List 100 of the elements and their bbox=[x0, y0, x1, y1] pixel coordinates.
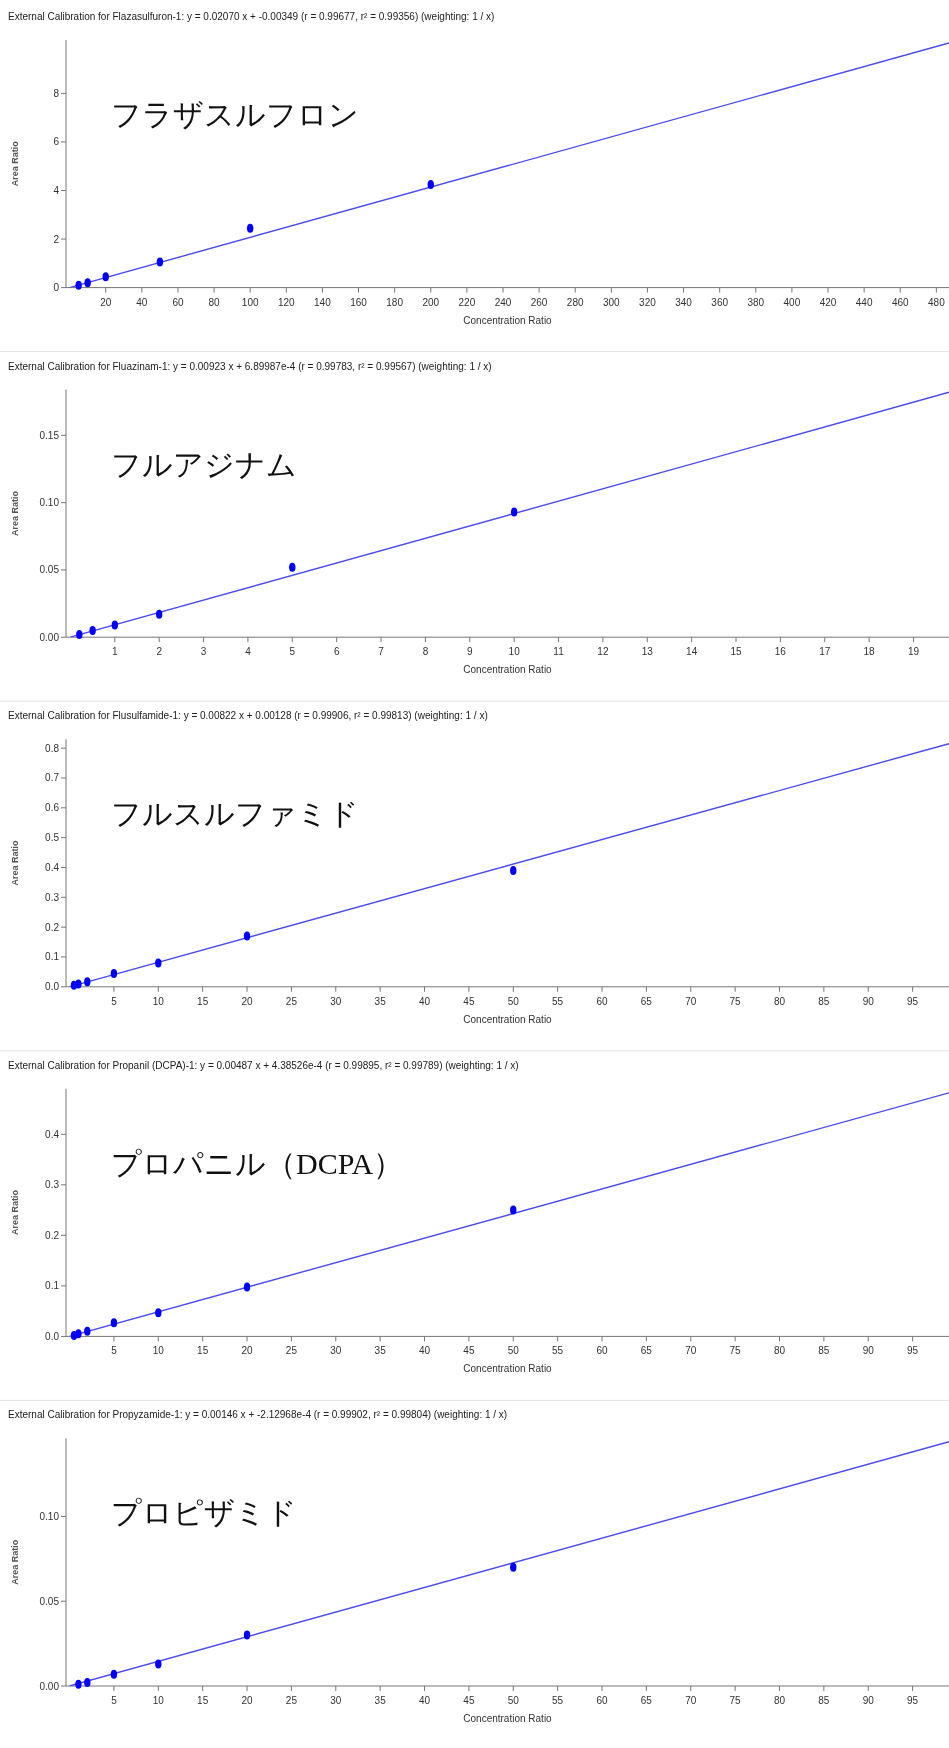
x-tick-label: 20 bbox=[241, 995, 254, 1007]
x-tick-label: 70 bbox=[685, 995, 697, 1007]
point bbox=[510, 1205, 517, 1215]
x-tick-label: 55 bbox=[552, 995, 564, 1007]
point bbox=[155, 1308, 162, 1318]
y-tick-label: 0.10 bbox=[39, 497, 60, 509]
y-axis-title: Area Ratio bbox=[10, 1189, 20, 1236]
x-tick-label: 85 bbox=[818, 995, 830, 1007]
point bbox=[76, 630, 83, 640]
y-tick-label: 0.05 bbox=[39, 1595, 60, 1607]
x-tick-label: 70 bbox=[685, 1695, 697, 1706]
point bbox=[110, 1669, 118, 1679]
y-axis-title: Area Ratio bbox=[10, 1539, 20, 1585]
x-tick-label: 20 bbox=[241, 1345, 254, 1357]
y-axis-title: Area Ratio bbox=[10, 490, 20, 536]
point bbox=[84, 278, 91, 288]
x-tick-label: 13 bbox=[641, 646, 654, 658]
x-tick-label: 10 bbox=[508, 646, 521, 658]
x-tick-label: 3 bbox=[200, 646, 207, 658]
x-tick-label: 85 bbox=[818, 1345, 830, 1357]
x-tick-label: 55 bbox=[552, 1345, 564, 1357]
y-tick-label: 0.10 bbox=[39, 1510, 60, 1522]
x-tick-label: 320 bbox=[639, 296, 657, 308]
x-axis-title: Concentration Ratio bbox=[463, 1363, 553, 1375]
x-tick-label: 220 bbox=[458, 296, 476, 308]
chart-title: External Calibration for Propyzamide-1: y = 0.00146 x + -2.12968e-4 (r = 0.99902, r² = 0.99804) (weighting: 1 / x) bbox=[8, 1409, 508, 1421]
point bbox=[110, 1318, 118, 1328]
chart-title: External Calibration for Fluazinam-1: y = 0.00923 x + 6.89987e-4 (r = 0.99783, r² = 0.99567) (weighting: 1 / x) bbox=[8, 360, 492, 372]
point bbox=[84, 977, 91, 987]
x-tick-label: 80 bbox=[208, 296, 221, 308]
x-tick-label: 70 bbox=[685, 1345, 697, 1357]
x-tick-label: 100 bbox=[241, 296, 259, 308]
point bbox=[75, 1329, 82, 1339]
y-tick-label: 0.6 bbox=[45, 802, 60, 814]
x-tick-label: 40 bbox=[418, 995, 431, 1007]
x-tick-label: 95 bbox=[907, 1345, 919, 1357]
point bbox=[102, 272, 109, 282]
point bbox=[156, 257, 164, 267]
y-tick-label: 0.5 bbox=[45, 832, 60, 844]
x-axis-title: Concentration Ratio bbox=[463, 314, 553, 326]
chart-title: External Calibration for Flusulfamide-1: y = 0.00822 x + 0.00128 (r = 0.99906, r² = 0.99813) (weighting: 1 / x) bbox=[8, 710, 488, 722]
y-tick-label: 0.1 bbox=[45, 951, 60, 963]
x-axis-title: Concentration Ratio bbox=[463, 1713, 553, 1724]
point bbox=[110, 968, 118, 978]
x-tick-label: 90 bbox=[862, 995, 875, 1007]
x-tick-label: 85 bbox=[818, 1695, 830, 1706]
x-tick-label: 18 bbox=[863, 646, 876, 658]
y-tick-label: 0.8 bbox=[45, 742, 60, 754]
x-tick-label: 25 bbox=[285, 995, 298, 1007]
x-tick-label: 480 bbox=[928, 296, 946, 308]
x-tick-label: 15 bbox=[197, 995, 209, 1007]
y-tick-label: 0.0 bbox=[45, 1330, 60, 1342]
x-tick-label: 10 bbox=[152, 1695, 165, 1706]
point bbox=[510, 1562, 517, 1572]
x-tick-label: 80 bbox=[773, 1695, 786, 1706]
annotation: フルアジナム bbox=[111, 447, 297, 481]
x-tick-label: 7 bbox=[378, 646, 385, 658]
point bbox=[111, 620, 119, 630]
x-tick-label: 15 bbox=[197, 1695, 209, 1706]
y-tick-label: 6 bbox=[53, 136, 60, 148]
point bbox=[84, 1678, 91, 1688]
x-tick-label: 30 bbox=[330, 995, 342, 1007]
x-tick-label: 300 bbox=[602, 296, 621, 308]
x-tick-label: 5 bbox=[111, 1345, 118, 1357]
x-tick-label: 6 bbox=[333, 646, 340, 658]
x-tick-label: 55 bbox=[552, 1695, 564, 1706]
x-tick-label: 460 bbox=[891, 296, 910, 308]
x-tick-label: 95 bbox=[907, 1695, 919, 1706]
x-tick-label: 65 bbox=[640, 995, 653, 1007]
x-tick-label: 25 bbox=[285, 1695, 298, 1706]
x-tick-label: 30 bbox=[330, 1345, 342, 1357]
x-tick-label: 16 bbox=[774, 646, 787, 658]
x-tick-label: 9 bbox=[467, 646, 473, 658]
x-tick-label: 280 bbox=[566, 296, 584, 308]
point bbox=[510, 865, 517, 875]
x-tick-label: 50 bbox=[507, 995, 520, 1007]
x-tick-label: 380 bbox=[747, 296, 765, 308]
x-tick-label: 65 bbox=[640, 1345, 653, 1357]
x-tick-label: 40 bbox=[136, 296, 148, 308]
y-tick-label: 0.15 bbox=[39, 429, 60, 441]
x-tick-label: 120 bbox=[277, 296, 296, 308]
x-tick-label: 50 bbox=[507, 1345, 520, 1357]
x-tick-label: 12 bbox=[597, 646, 609, 658]
y-tick-label: 0.05 bbox=[39, 564, 60, 576]
x-tick-label: 5 bbox=[111, 1695, 118, 1706]
x-tick-label: 60 bbox=[172, 296, 184, 308]
x-tick-label: 2 bbox=[156, 646, 163, 658]
point bbox=[155, 609, 163, 619]
x-tick-label: 40 bbox=[418, 1345, 431, 1357]
point bbox=[89, 625, 96, 635]
annotation: フルスルファミド bbox=[111, 797, 359, 831]
x-tick-label: 75 bbox=[729, 995, 742, 1007]
point bbox=[75, 1679, 82, 1689]
y-tick-label: 0.4 bbox=[45, 861, 60, 873]
x-tick-label: 10 bbox=[152, 995, 165, 1007]
point bbox=[289, 562, 296, 572]
x-axis-title: Concentration Ratio bbox=[463, 664, 553, 676]
x-tick-label: 180 bbox=[386, 296, 404, 308]
x-tick-label: 5 bbox=[289, 646, 296, 658]
x-tick-label: 25 bbox=[285, 1345, 298, 1357]
